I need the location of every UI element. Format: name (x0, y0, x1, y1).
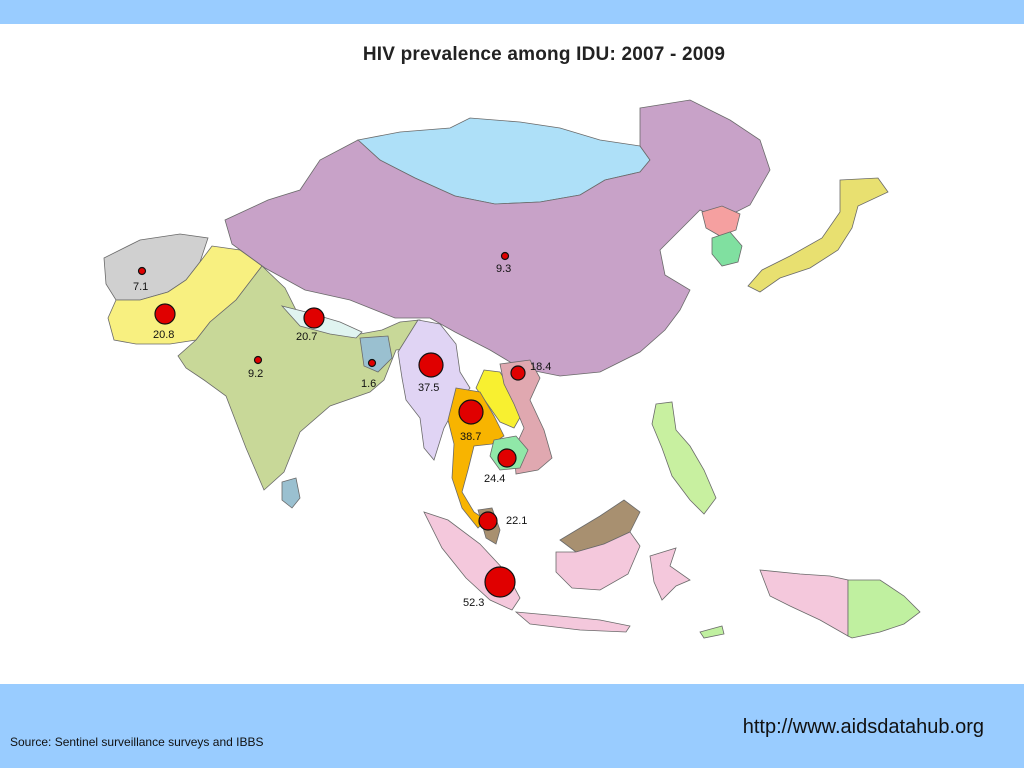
marker-indonesia-label: 52.3 (463, 597, 484, 609)
marker-group: 7.1 20.8 20.7 9.2 1.6 9.3 37.5 18.4 38.7… (133, 251, 551, 609)
marker-cambodia-label: 24.4 (484, 473, 505, 485)
marker-vietnam (510, 365, 526, 381)
thailand-region (447, 387, 505, 529)
source-url[interactable]: http://www.aidsdatahub.org (742, 716, 984, 738)
marker-china (500, 251, 510, 261)
kalimantan-region (555, 531, 641, 591)
marker-india (253, 355, 263, 365)
bottom-band (0, 684, 1024, 768)
java-region (514, 611, 631, 633)
sulawesi-region (649, 547, 691, 601)
marker-india-label: 9.2 (248, 368, 263, 380)
sri-lanka-region (281, 477, 301, 509)
marker-cambodia (497, 448, 517, 468)
myanmar-region (397, 319, 471, 461)
marker-malaysia (478, 511, 498, 531)
philippines-region (651, 401, 717, 515)
marker-vietnam-label: 18.4 (530, 361, 551, 373)
north-korea-region (701, 205, 741, 237)
japan-region (747, 177, 889, 293)
marker-indonesia (484, 566, 516, 598)
marker-malaysia-label: 22.1 (506, 515, 527, 527)
marker-myanmar (418, 352, 444, 378)
asia-map: 7.1 20.8 20.7 9.2 1.6 9.3 37.5 18.4 38.7… (103, 99, 921, 639)
marker-pakistan (154, 303, 176, 325)
papua-indonesia-region (759, 569, 849, 637)
source-note: Source: Sentinel surveillance surveys an… (10, 735, 264, 749)
marker-thailand (458, 399, 484, 425)
marker-thailand-label: 38.7 (460, 431, 481, 443)
marker-afghanistan-label: 7.1 (133, 281, 148, 293)
marker-bangladesh-label: 1.6 (361, 378, 376, 390)
marker-pakistan-label: 20.8 (153, 329, 174, 341)
marker-nepal-label: 20.7 (296, 331, 317, 343)
south-korea-region (711, 231, 743, 267)
marker-afghanistan (137, 266, 147, 276)
vietnam-region (499, 359, 553, 475)
papua-new-guinea-region (847, 579, 921, 639)
marker-myanmar-label: 37.5 (418, 382, 439, 394)
marker-china-label: 9.3 (496, 263, 511, 275)
map-title: HIV prevalence among IDU: 2007 - 2009 (362, 44, 726, 65)
timor-region (699, 625, 725, 639)
top-band (0, 0, 1024, 24)
marker-bangladesh (367, 358, 377, 368)
marker-nepal (303, 307, 325, 329)
